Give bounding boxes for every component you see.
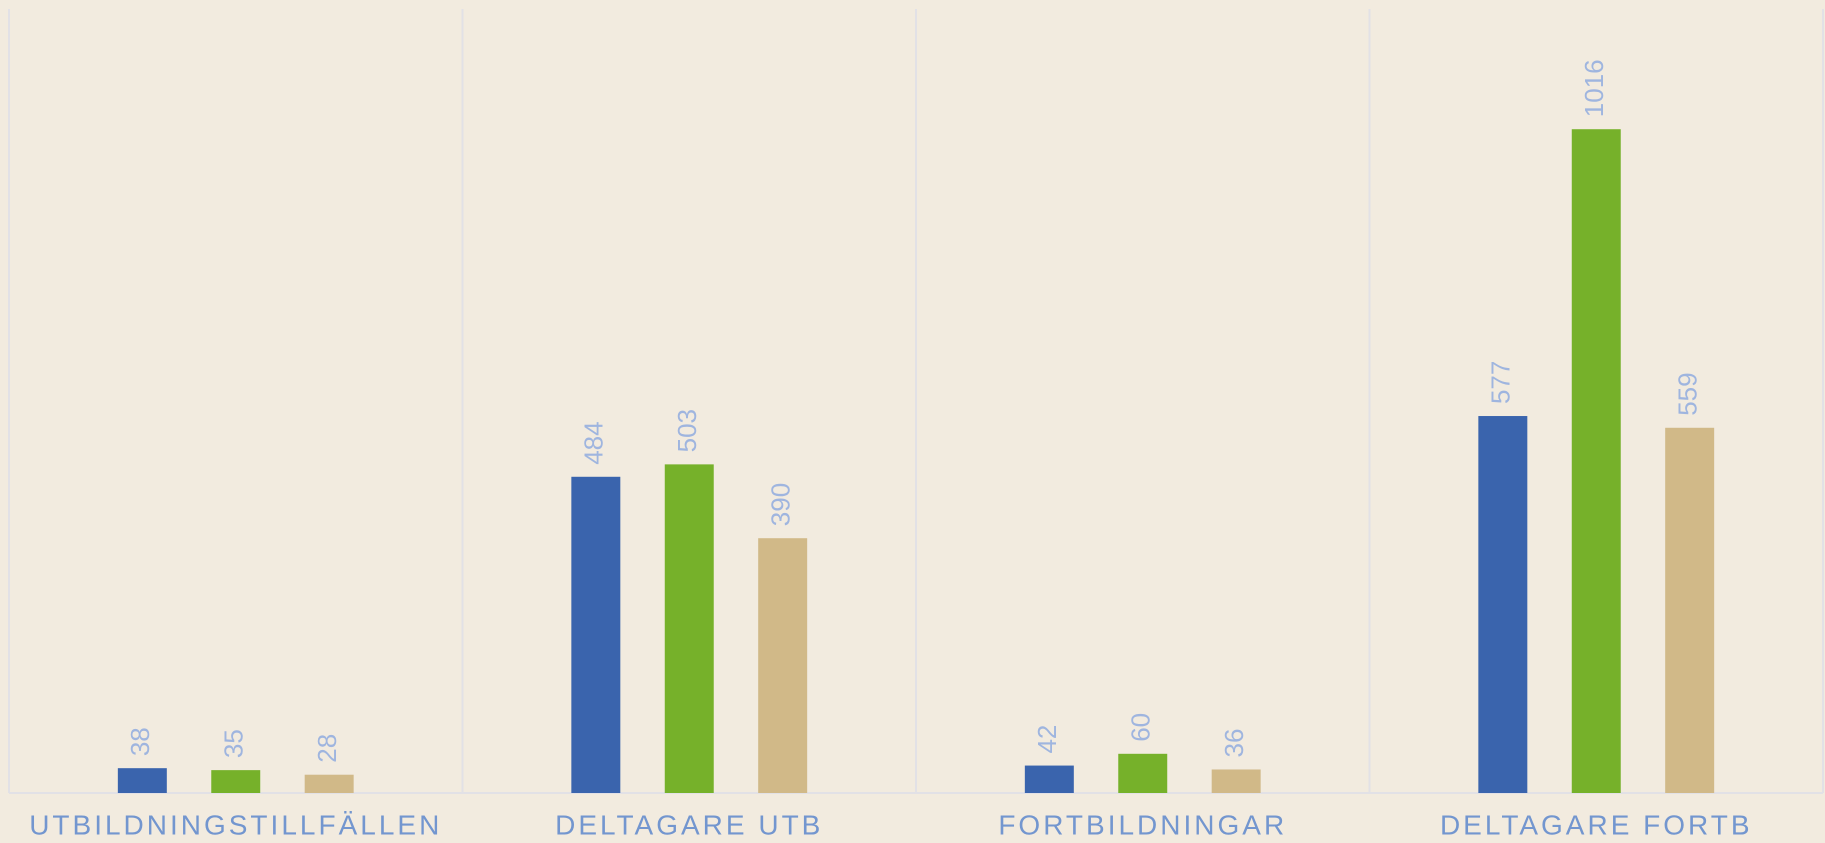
x-tick-label: UTBILDNINGSTILLFÄLLEN: [29, 809, 442, 840]
bar: [211, 770, 261, 793]
value-label: 559: [1673, 372, 1703, 415]
x-tick-label: DELTAGARE FORTB: [1440, 809, 1753, 840]
bar: [1665, 427, 1715, 793]
bar: [664, 464, 714, 793]
bar: [1571, 129, 1621, 794]
value-label: 42: [1032, 725, 1062, 754]
value-label: 484: [579, 421, 609, 464]
value-label: 1016: [1579, 59, 1609, 117]
x-tick-label: FORTBILDNINGAR: [998, 809, 1287, 840]
value-label: 60: [1126, 713, 1156, 742]
value-label: 503: [672, 409, 702, 452]
value-label: 36: [1219, 729, 1249, 758]
bar: [304, 774, 354, 793]
value-label: 38: [125, 727, 155, 756]
bar: [1478, 416, 1528, 793]
value-label: 390: [766, 483, 796, 526]
bar: [571, 476, 621, 793]
bar: [1118, 753, 1168, 793]
bar: [117, 768, 167, 793]
bar: [1211, 769, 1261, 793]
x-tick-label: DELTAGARE UTB: [555, 809, 823, 840]
bar: [1024, 765, 1074, 793]
value-label: 35: [219, 729, 249, 758]
bar: [758, 538, 808, 793]
value-label: 577: [1486, 361, 1516, 404]
value-label: 28: [312, 734, 342, 763]
